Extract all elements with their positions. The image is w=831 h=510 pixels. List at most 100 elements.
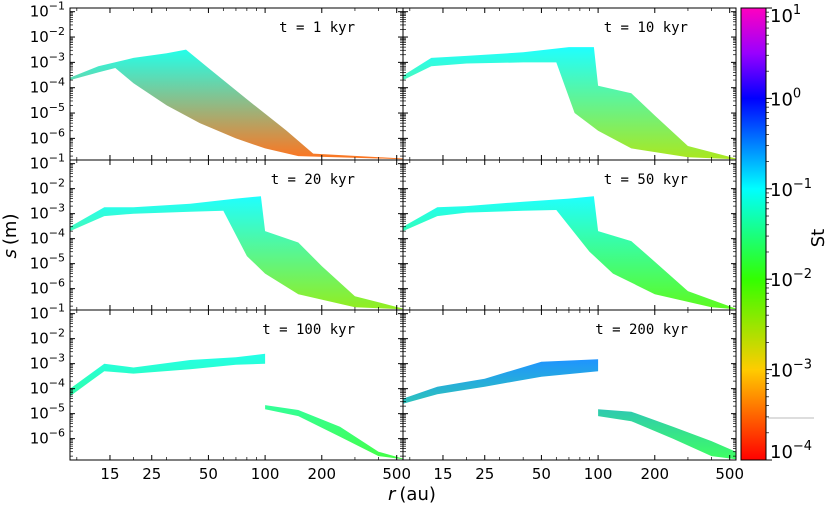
y-tick-exp: −3: [49, 50, 65, 63]
colorbar-tick-label: 10−2: [770, 267, 812, 291]
y-tick-exp: −1: [49, 0, 65, 13]
y-tick-exp: −4: [49, 76, 65, 89]
particle-distribution: [70, 353, 403, 460]
x-tick-label: 500: [382, 465, 411, 483]
x-tick-label: 100: [251, 465, 280, 483]
y-tick-exp: −6: [49, 126, 65, 139]
x-tick-label: 500: [715, 465, 744, 483]
x-tick-label: 200: [640, 465, 669, 483]
x-axis-unit: (au): [399, 484, 435, 505]
panels-layer: 10−610−510−410−310−210−1t = 1 kyr t = 10 …: [30, 0, 744, 483]
y-tick-base: 10: [30, 28, 49, 46]
y-tick-exp: −1: [49, 302, 65, 315]
colorbar-tick-label: 10−1: [770, 177, 812, 201]
y-tick-base: 10: [30, 280, 49, 298]
colorbar-tick-exp: 1: [793, 3, 801, 18]
y-tick-label: 10−1: [30, 152, 65, 173]
time-label: t = 1 kyr: [279, 20, 355, 36]
y-tick-exp: −3: [49, 352, 65, 365]
y-tick-label: 10−3: [30, 352, 65, 373]
y-tick-label: 10−3: [30, 202, 65, 223]
time-label: t = 50 kyr: [604, 172, 688, 188]
colorbar-strip: [740, 7, 767, 461]
y-axis-unit: (m): [0, 214, 21, 246]
y-tick-label: 10−1: [30, 302, 65, 323]
y-tick-label: 10−6: [30, 126, 65, 147]
y-tick-base: 10: [30, 255, 49, 273]
time-label: t = 10 kyr: [604, 20, 688, 36]
x-tick-label: 100: [584, 465, 613, 483]
y-tick-exp: −6: [49, 427, 65, 440]
time-label: t = 20 kyr: [271, 172, 355, 188]
y-tick-base: 10: [30, 305, 49, 323]
y-tick-base: 10: [30, 155, 49, 173]
y-tick-base: 10: [30, 104, 49, 122]
y-tick-exp: −5: [49, 101, 65, 114]
x-tick-label: 50: [532, 465, 551, 483]
particle-distribution: [403, 196, 736, 310]
y-axis-var: s: [0, 249, 21, 258]
y-tick-label: 10−4: [30, 377, 65, 398]
particle-distribution: [403, 47, 736, 160]
y-tick-label: 10−6: [30, 277, 65, 298]
colorbar-tick-exp: −3: [793, 358, 812, 373]
x-tick-label: 15: [433, 465, 452, 483]
y-tick-label: 10−2: [30, 327, 65, 348]
y-tick-base: 10: [30, 355, 49, 373]
colorbar-tick-exp: −4: [793, 439, 812, 454]
y-tick-exp: −3: [49, 202, 65, 215]
x-tick-label: 15: [100, 465, 119, 483]
y-tick-base: 10: [30, 53, 49, 71]
colorbar-tick-label: 10−4: [770, 439, 812, 463]
y-tick-label: 10−5: [30, 402, 65, 423]
x-tick-label: 25: [142, 465, 161, 483]
colorbar-tick-exp: −1: [793, 177, 812, 192]
y-tick-label: 10−6: [30, 427, 65, 448]
panel-6: 15 25 50 100 200 500 t = 200 kyr: [402, 309, 744, 483]
colorbar-tick-base: 10: [770, 89, 793, 110]
y-tick-exp: −2: [49, 327, 65, 340]
y-tick-base: 10: [30, 380, 49, 398]
y-tick-exp: −5: [49, 402, 65, 415]
x-tick-label: 25: [475, 465, 494, 483]
time-label: t = 100 kyr: [262, 322, 355, 338]
colorbar-tick-label: 100: [770, 86, 801, 110]
y-tick-exp: −4: [49, 227, 65, 240]
particle-distribution: [70, 196, 403, 310]
time-label: t = 200 kyr: [595, 322, 688, 338]
panel-1: 10−610−510−410−310−210−1t = 1 kyr: [30, 0, 404, 161]
y-tick-base: 10: [30, 3, 49, 21]
colorbar-tick-exp: −2: [793, 267, 812, 282]
y-tick-label: 10−1: [30, 0, 65, 21]
x-tick-label: 50: [199, 465, 218, 483]
y-tick-exp: −6: [49, 277, 65, 290]
y-tick-base: 10: [30, 405, 49, 423]
y-tick-exp: −4: [49, 377, 65, 390]
y-tick-exp: −2: [49, 177, 65, 190]
y-tick-exp: −1: [49, 152, 65, 165]
colorbar-tick-base: 10: [770, 270, 793, 291]
y-tick-label: 10−5: [30, 252, 65, 273]
colorbar-tick-label: 10−3: [770, 358, 812, 382]
y-tick-label: 10−5: [30, 101, 65, 122]
y-tick-base: 10: [30, 230, 49, 248]
colorbar-tick-base: 10: [770, 442, 793, 463]
y-tick-base: 10: [30, 129, 49, 147]
colorbar-tick-exp: 0: [793, 86, 801, 101]
panel-3: 10−610−510−410−310−210−1t = 20 kyr: [30, 152, 404, 311]
y-tick-base: 10: [30, 330, 49, 348]
y-tick-label: 10−2: [30, 25, 65, 46]
particle-distribution: [403, 359, 736, 460]
x-tick-label: 200: [307, 465, 336, 483]
y-tick-base: 10: [30, 180, 49, 198]
y-tick-label: 10−3: [30, 50, 65, 71]
colorbar-tick-base: 10: [770, 180, 793, 201]
y-tick-base: 10: [30, 205, 49, 223]
x-axis-var: r: [388, 484, 397, 505]
colorbar-tick-base: 10: [770, 6, 793, 27]
y-axis-title: s (m): [0, 214, 21, 259]
colorbar-tick-base: 10: [770, 361, 793, 382]
